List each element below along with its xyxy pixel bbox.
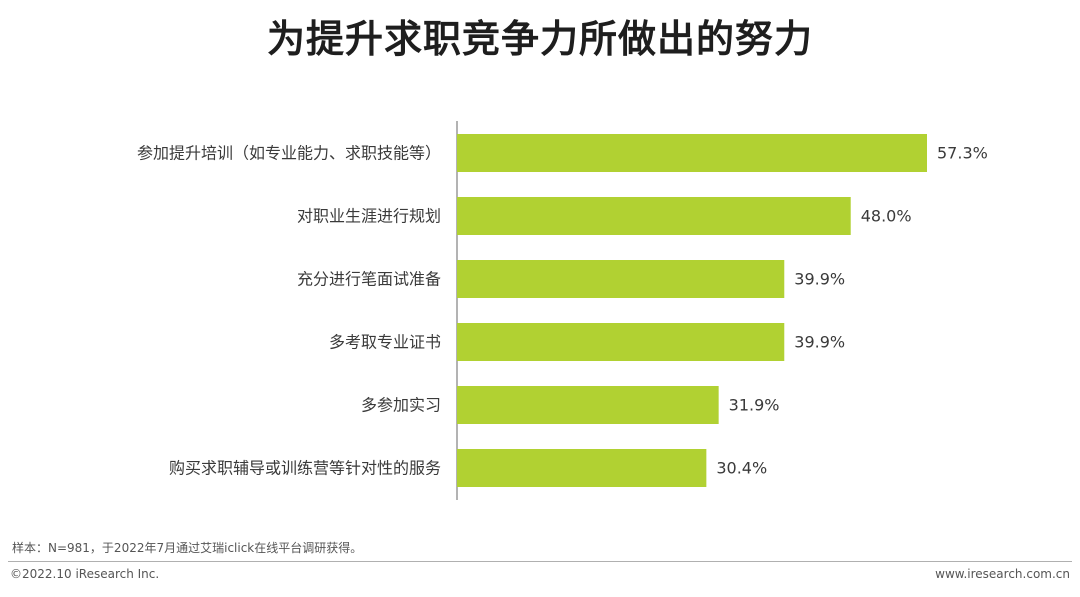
category-label-5: 购买求职辅导或训练营等针对性的服务 bbox=[169, 459, 441, 478]
category-labels-group: 参加提升培训（如专业能力、求职技能等） 对职业生涯进行规划充分进行笔面试准备多考取… bbox=[137, 144, 441, 478]
category-label-0: 参加提升培训（如专业能力、求职技能等） bbox=[137, 144, 441, 163]
category-label-2: 充分进行笔面试准备 bbox=[297, 270, 441, 289]
chart-title: 为提升求职竞争力所做出的努力 bbox=[266, 17, 813, 61]
value-labels-group: 57.3% 48.0% 39.9% 39.9% 31.9% 30.4% bbox=[716, 144, 987, 478]
bar-0 bbox=[457, 134, 927, 172]
bar-4 bbox=[457, 386, 719, 424]
bar-5 bbox=[457, 449, 707, 487]
value-label-3: 39.9% bbox=[794, 333, 845, 352]
category-label-3: 多考取专业证书 bbox=[329, 333, 441, 352]
sample-note: 样本：N=981，于2022年7月通过艾瑞iclick在线平台调研获得。 bbox=[12, 541, 363, 555]
footer-divider bbox=[8, 561, 1072, 562]
copyright-text: ©2022.10 iResearch Inc. bbox=[10, 567, 160, 581]
bar-3 bbox=[457, 323, 785, 361]
website-link[interactable]: www.iresearch.com.cn bbox=[935, 567, 1070, 581]
bar-1 bbox=[457, 197, 851, 235]
value-label-2: 39.9% bbox=[794, 270, 845, 289]
category-label-1: 对职业生涯进行规划 bbox=[297, 207, 441, 226]
value-label-4: 31.9% bbox=[729, 396, 780, 415]
bars-group bbox=[457, 134, 927, 487]
bar-2 bbox=[457, 260, 785, 298]
value-label-1: 48.0% bbox=[861, 207, 912, 226]
category-label-4: 多参加实习 bbox=[361, 396, 441, 415]
value-label-0: 57.3% bbox=[937, 144, 988, 163]
value-label-5: 30.4% bbox=[716, 459, 767, 478]
